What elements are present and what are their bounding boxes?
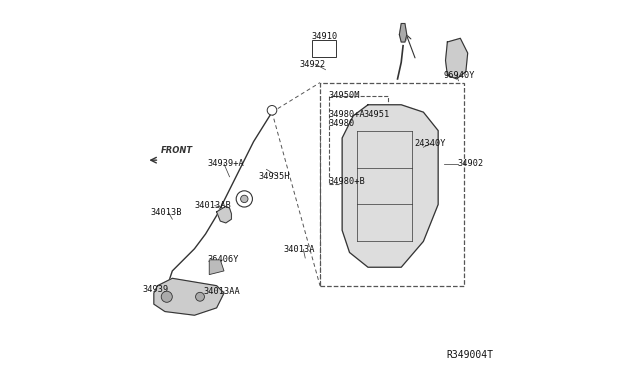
Polygon shape xyxy=(445,38,468,79)
Text: 34950M: 34950M xyxy=(328,91,360,100)
FancyBboxPatch shape xyxy=(329,96,388,184)
Text: 24340Y: 24340Y xyxy=(414,139,445,148)
Circle shape xyxy=(268,106,277,115)
Text: R349004T: R349004T xyxy=(447,350,493,359)
Text: 34013AA: 34013AA xyxy=(204,287,241,296)
Circle shape xyxy=(236,191,252,207)
Polygon shape xyxy=(342,105,438,267)
Text: 34980: 34980 xyxy=(328,119,355,128)
Polygon shape xyxy=(154,278,224,315)
Text: 34013A: 34013A xyxy=(284,245,316,254)
Polygon shape xyxy=(399,23,407,42)
FancyBboxPatch shape xyxy=(312,40,336,57)
Circle shape xyxy=(196,292,204,301)
Text: 34939: 34939 xyxy=(143,285,169,294)
Polygon shape xyxy=(216,206,232,223)
Text: 34910: 34910 xyxy=(312,32,338,41)
Text: FRONT: FRONT xyxy=(161,145,193,155)
Text: 34013AB: 34013AB xyxy=(195,201,231,210)
Text: 96940Y: 96940Y xyxy=(444,71,475,80)
Text: 34902: 34902 xyxy=(458,159,484,169)
Text: 34980+A: 34980+A xyxy=(328,109,365,119)
Text: 34980+B: 34980+B xyxy=(328,177,365,186)
Text: 34951: 34951 xyxy=(364,109,390,119)
Circle shape xyxy=(161,291,172,302)
Polygon shape xyxy=(209,260,224,275)
FancyBboxPatch shape xyxy=(320,83,464,286)
Text: 36406Y: 36406Y xyxy=(207,255,239,264)
Text: 34939+A: 34939+A xyxy=(207,159,244,169)
Text: 34922: 34922 xyxy=(300,60,326,69)
Text: 34013B: 34013B xyxy=(150,208,182,217)
Circle shape xyxy=(241,195,248,203)
Text: 34935H: 34935H xyxy=(259,171,290,180)
